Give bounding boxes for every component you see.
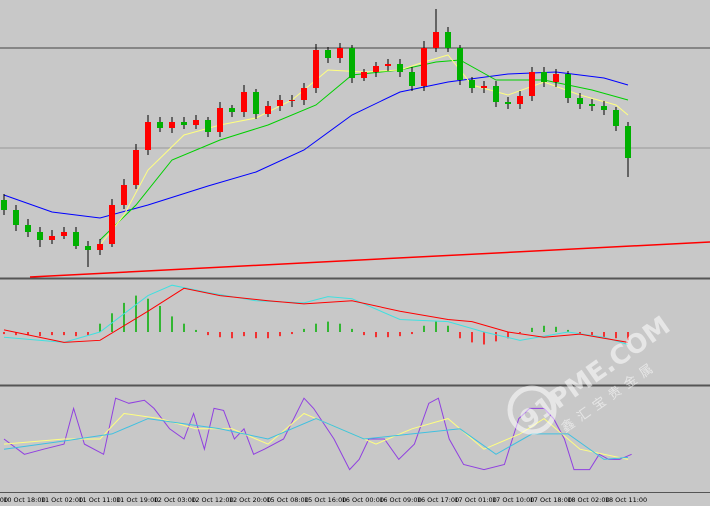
candle-body	[361, 72, 367, 78]
candle-body	[205, 120, 211, 132]
x-tick-label: 15 Oct 16:00	[304, 496, 346, 504]
x-tick-label: 17 Oct 10:00	[492, 496, 534, 504]
x-tick-label: 18 Oct 11:00	[605, 496, 647, 504]
candle-body	[409, 72, 415, 86]
candle-body	[553, 74, 559, 82]
x-tick-label: 17 Oct 18:00	[530, 496, 572, 504]
x-tick-label: 12 Oct 20:00	[229, 496, 271, 504]
candle-body	[289, 100, 295, 101]
candle-body	[337, 48, 343, 58]
x-tick-label: 16 Oct 17:00	[417, 496, 459, 504]
candle-body	[577, 98, 583, 104]
candle-body	[397, 64, 403, 72]
candle-body	[145, 122, 151, 150]
indicator-line	[99, 54, 629, 246]
candle-body	[217, 108, 223, 132]
candle-body	[97, 244, 103, 250]
candle-body	[229, 108, 235, 112]
candle-body	[157, 122, 163, 128]
x-tick-label: 17 Oct 01:00	[454, 496, 496, 504]
trendline	[29, 241, 710, 278]
candle-body	[517, 96, 523, 104]
candle-body	[133, 150, 139, 185]
candle-body	[601, 106, 607, 110]
candle-body	[1, 200, 7, 210]
candle-body	[265, 106, 271, 114]
x-tick-label: 11 Oct 11:00	[78, 496, 120, 504]
candle-body	[445, 32, 451, 48]
watermark-logo	[507, 385, 557, 435]
x-tick-label: 10 Oct 18:00	[3, 496, 45, 504]
candle-body	[541, 72, 547, 82]
candle-body	[49, 236, 55, 240]
candle-body	[37, 232, 43, 240]
candle-body	[625, 126, 631, 158]
candle-body	[505, 102, 511, 104]
candle-body	[481, 86, 487, 88]
candle-body	[25, 225, 31, 232]
x-tick-label: 11 Oct 19:00	[116, 496, 158, 504]
indicator-line	[3, 397, 632, 471]
indicator-line	[3, 418, 629, 460]
candle-body	[13, 210, 19, 225]
candle-body	[169, 122, 175, 128]
candle-body	[565, 74, 571, 98]
candle-body	[433, 32, 439, 48]
candle-body	[109, 205, 115, 244]
x-tick-label: 16 Oct 09:00	[379, 496, 421, 504]
x-tick-label: 12 Oct 12:00	[191, 496, 233, 504]
x-tick-label: 12 Oct 03:00	[154, 496, 196, 504]
candle-body	[253, 92, 259, 114]
candle-body	[121, 185, 127, 205]
candle-body	[193, 120, 199, 125]
candle-body	[529, 72, 535, 96]
candle-body	[613, 110, 619, 126]
indicator-line	[3, 287, 629, 343]
candle-body	[349, 48, 355, 78]
candle-body	[373, 66, 379, 72]
candle-body	[277, 100, 283, 106]
candle-body	[457, 48, 463, 80]
candle-body	[181, 122, 187, 125]
candle-body	[421, 48, 427, 86]
candle-body	[301, 88, 307, 100]
candle-body	[313, 50, 319, 88]
candle-body	[85, 246, 91, 250]
candle-body	[589, 104, 595, 106]
candle-body	[73, 232, 79, 246]
x-tick-label: 11 Oct 02:00	[41, 496, 83, 504]
candle-body	[61, 232, 67, 236]
indicator-line	[3, 284, 629, 345]
candle-body	[493, 86, 499, 102]
candle-body	[325, 50, 331, 58]
indicator-line	[3, 71, 629, 219]
x-tick-label: 00	[0, 496, 8, 504]
x-tick-label: 15 Oct 08:00	[266, 496, 308, 504]
candle-body	[385, 64, 391, 66]
x-tick-label: 18 Oct 02:00	[567, 496, 609, 504]
candle-body	[241, 92, 247, 112]
candle-body	[469, 80, 475, 88]
x-tick-label: 16 Oct 00:00	[342, 496, 384, 504]
